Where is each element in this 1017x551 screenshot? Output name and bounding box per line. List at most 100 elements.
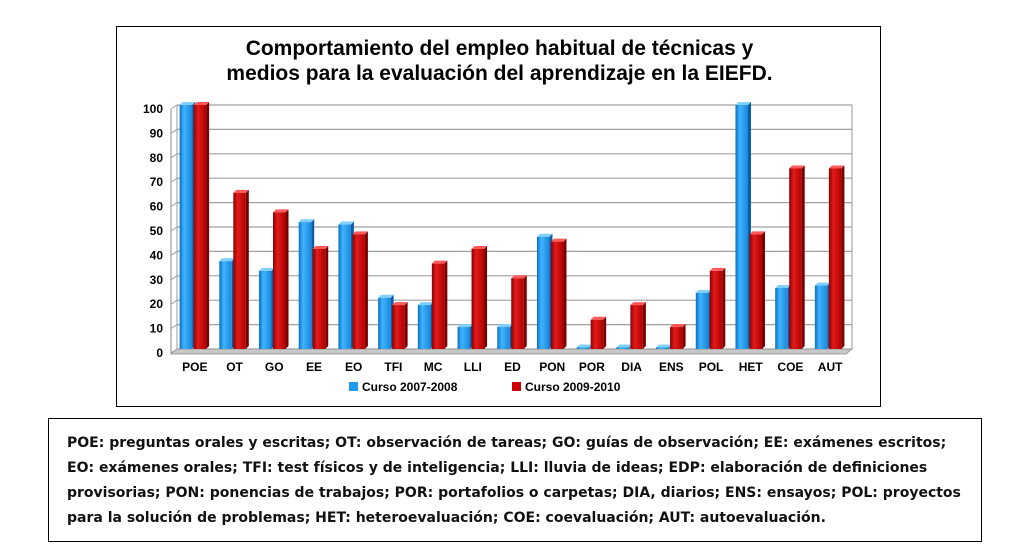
y-tick-label: 20 (150, 297, 164, 311)
bar-poe-s2 (193, 105, 207, 349)
bar-top-por-s1 (576, 344, 593, 348)
y-tick-label: 0 (156, 346, 163, 360)
abbreviation-legend-box: POE: preguntas orales y escritas; OT: ob… (48, 418, 982, 542)
bar-eo-s1 (338, 224, 351, 349)
bar-pon-s1 (536, 236, 550, 349)
bar-top-ot-s2 (233, 189, 249, 193)
bar-side-tfi-s2 (404, 302, 408, 349)
y-tick-label: 30 (150, 273, 164, 287)
bar-top-eo-s2 (352, 231, 368, 235)
bar-top-ot-s1 (219, 258, 235, 262)
bar-top-ee-s2 (312, 245, 329, 249)
bar-tfi-s1 (378, 297, 391, 349)
bar-top-eo-s1 (338, 221, 354, 225)
bar-het-s2 (749, 234, 762, 349)
gridline-side (170, 226, 178, 232)
y-tick-label: 90 (150, 126, 164, 140)
bar-dia-s1 (616, 347, 629, 349)
bar-top-dia-s2 (630, 302, 646, 306)
bar-top-dia-s1 (616, 344, 632, 348)
y-tick-label: 80 (150, 151, 164, 165)
bar-ens-s1 (656, 347, 669, 349)
x-category-label: AUT (818, 360, 843, 374)
legend-label-2: Curso 2009-2010 (525, 380, 621, 394)
bar-pon-s2 (550, 241, 564, 349)
bar-top-mc-s2 (431, 260, 448, 264)
bar-ot-s2 (233, 192, 246, 349)
gridline-side (170, 202, 178, 208)
bar-top-het-s2 (749, 231, 765, 235)
x-category-label: COE (777, 360, 803, 374)
gridline-side (170, 324, 178, 330)
bar-eo-s2 (352, 234, 365, 349)
x-category-label: PON (539, 360, 565, 374)
chart-title-line-1: Comportamiento del empleo habitual de té… (246, 37, 754, 60)
x-category-label: HET (739, 360, 764, 374)
bar-side-eo-s2 (364, 231, 368, 349)
bar-side-pol-s2 (722, 267, 726, 349)
bar-mc-s1 (417, 305, 431, 349)
gridline-side (170, 104, 178, 110)
bar-side-mc-s2 (444, 260, 448, 349)
bar-top-poe-s2 (193, 102, 210, 105)
bar-ee-s2 (312, 248, 326, 349)
bar-side-ed-s2 (523, 275, 527, 349)
bar-side-ot-s2 (245, 189, 249, 349)
bar-por-s2 (590, 319, 604, 349)
x-category-label: DIA (621, 360, 642, 374)
bar-aut-s1 (814, 285, 828, 349)
y-tick-label: 10 (150, 322, 164, 336)
gridline-side (170, 128, 178, 134)
bar-top-lli-s1 (457, 324, 474, 328)
x-category-label: ED (504, 360, 521, 374)
gridline-side (170, 275, 178, 281)
gridline-side (170, 177, 178, 183)
x-category-label: POE (182, 360, 207, 374)
legend-label-1: Curso 2007-2008 (362, 380, 458, 394)
bar-top-aut-s2 (828, 165, 845, 169)
bar-lli-s2 (471, 248, 485, 349)
bar-ed-s1 (497, 327, 510, 349)
bar-side-aut-s2 (841, 165, 845, 349)
bar-side-het-s2 (761, 231, 765, 349)
gridline-side (170, 348, 178, 354)
y-tick-label: 50 (150, 224, 164, 238)
x-category-label: LLI (464, 360, 482, 374)
x-category-label: MC (424, 360, 443, 374)
y-tick-label: 60 (150, 200, 164, 214)
bar-side-ee-s2 (325, 245, 329, 349)
bar-poe-s1 (179, 105, 193, 349)
bar-top-ens-s1 (656, 344, 672, 348)
bar-side-go-s2 (285, 209, 289, 349)
bar-top-pol-s1 (695, 289, 712, 293)
bar-ens-s2 (670, 327, 683, 349)
gridline-side (170, 153, 178, 159)
bar-top-ed-s2 (511, 275, 527, 279)
bar-top-lli-s2 (471, 245, 488, 249)
y-tick-label: 100 (143, 102, 163, 116)
bar-top-ed-s1 (497, 324, 513, 328)
x-category-label: GO (265, 360, 284, 374)
gridline-side (170, 250, 178, 256)
bar-het-s1 (735, 105, 748, 349)
bar-lli-s1 (457, 327, 471, 349)
bar-top-pon-s1 (536, 233, 553, 237)
bar-top-go-s1 (259, 267, 275, 271)
bar-pol-s1 (695, 292, 709, 349)
bar-tfi-s2 (392, 305, 405, 349)
x-category-label: POL (699, 360, 724, 374)
bar-dia-s2 (630, 305, 643, 349)
bar-top-por-s2 (590, 316, 607, 320)
bar-top-pol-s2 (709, 267, 726, 271)
x-category-label: EE (306, 360, 322, 374)
bar-side-pon-s2 (563, 238, 567, 349)
bar-mc-s2 (431, 263, 445, 349)
bar-coe-s2 (789, 168, 802, 349)
x-category-label: EO (345, 360, 362, 374)
bar-top-het-s1 (735, 102, 751, 105)
bar-top-ee-s1 (298, 219, 315, 223)
x-category-label: ENS (659, 360, 684, 374)
y-tick-label: 40 (150, 248, 164, 262)
bar-top-coe-s1 (775, 285, 791, 288)
x-category-label: POR (579, 360, 605, 374)
